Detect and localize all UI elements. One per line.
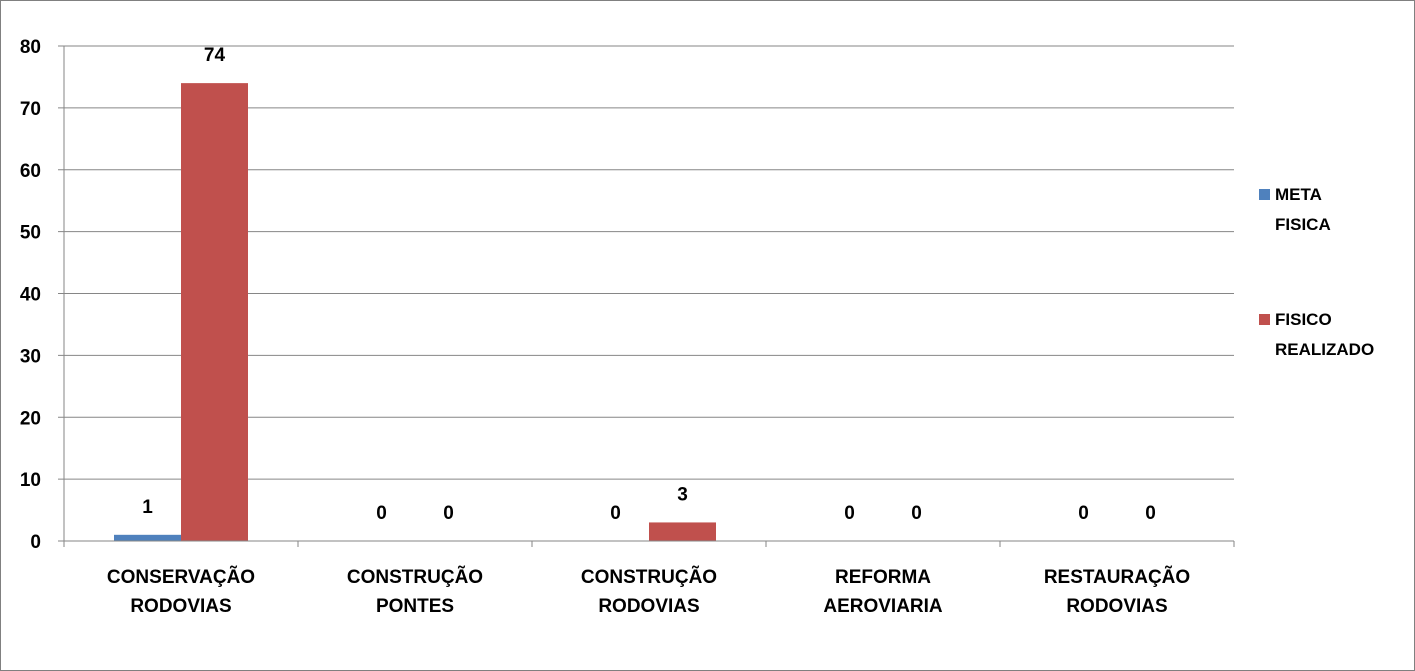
bar	[181, 83, 248, 541]
y-tick-label: 40	[20, 285, 41, 306]
gridlines	[64, 45, 1234, 480]
data-label: 0	[844, 503, 855, 524]
data-label: 0	[610, 503, 621, 524]
y-tick-label: 10	[20, 470, 41, 491]
legend-swatch	[1259, 314, 1270, 325]
axes	[58, 45, 1235, 547]
data-label: 1	[142, 497, 153, 518]
data-labels: 1 0 0 0 0 74 0 3 0 0	[142, 45, 1156, 524]
y-tick-label: 60	[20, 161, 41, 182]
legend-label: FISICO REALIZADO	[1275, 310, 1374, 359]
data-label: 0	[911, 503, 922, 524]
x-category-label: REFORMA AEROVIARIA	[823, 567, 943, 617]
y-tick-label: 30	[20, 346, 41, 367]
x-category-label: RESTAURAÇÃO RODOVIAS	[1044, 566, 1190, 617]
x-category-label: CONSTRUÇÃO RODOVIAS	[581, 566, 717, 617]
legend-label: META FISICA	[1275, 185, 1331, 234]
y-axis-ticks: 0 10 20 30 40 50 60 70 80	[20, 37, 41, 553]
y-tick-label: 50	[20, 223, 41, 244]
y-tick-label: 80	[20, 37, 41, 58]
legend: META FISICA FISICO REALIZADO	[1259, 185, 1374, 359]
y-tick-label: 20	[20, 408, 41, 429]
bar	[114, 534, 181, 541]
x-category-label: CONSERVAÇÃO RODOVIAS	[107, 566, 255, 617]
data-label: 74	[204, 45, 226, 66]
bars	[114, 83, 716, 541]
data-label: 0	[376, 503, 387, 524]
data-label: 0	[443, 503, 454, 524]
data-label: 3	[677, 484, 688, 505]
y-tick-label: 0	[30, 532, 41, 553]
x-category-label: CONSTRUÇÃO PONTES	[347, 566, 483, 617]
legend-swatch	[1259, 189, 1270, 200]
data-label: 0	[1078, 503, 1089, 524]
bar	[649, 522, 716, 541]
x-axis-categories: CONSERVAÇÃO RODOVIAS CONSTRUÇÃO PONTES CONST…	[107, 566, 1190, 617]
data-label: 0	[1145, 503, 1156, 524]
y-tick-label: 70	[20, 99, 41, 120]
